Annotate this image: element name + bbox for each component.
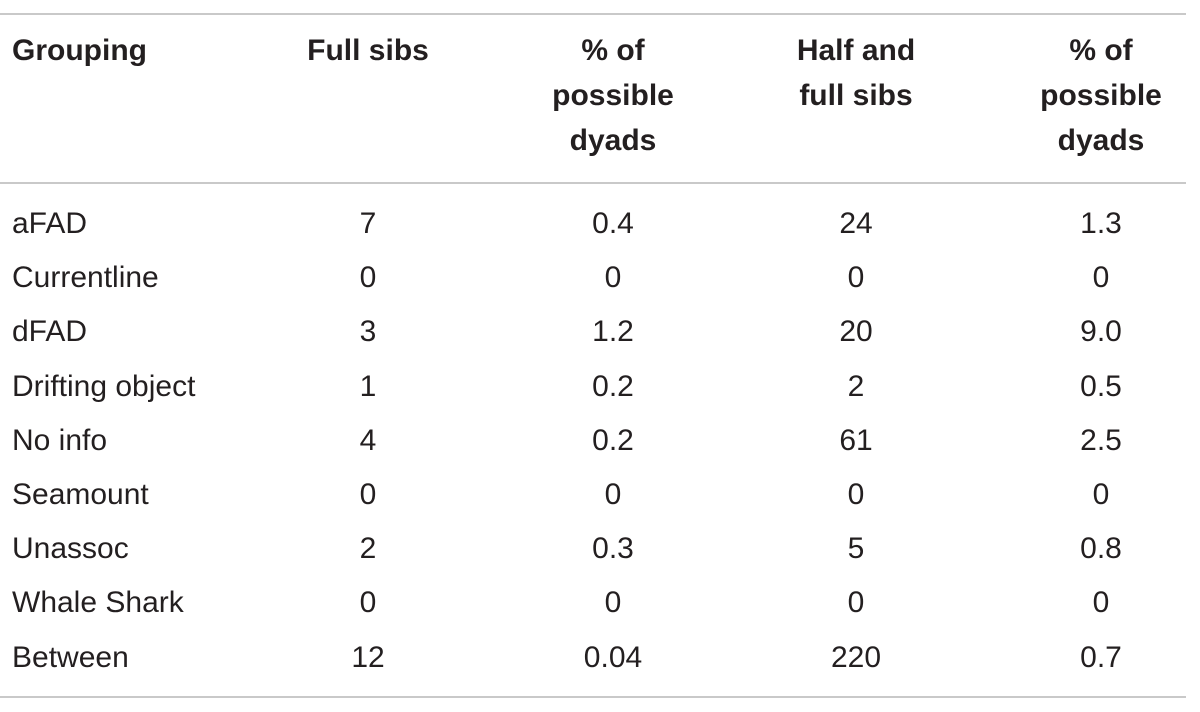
cell-full-sibs: 4	[359, 423, 377, 457]
table-row: Between 12 0.04 220 0.7	[0, 632, 1186, 686]
table-row: No info 4 0.2 61 2.5	[0, 415, 1186, 469]
cell-grouping: Seamount	[12, 477, 149, 511]
cell-full-sibs: 7	[359, 207, 377, 240]
cell-full-sibs: 2	[359, 532, 377, 566]
cell-grouping: aFAD	[12, 207, 88, 240]
cell-grouping: dFAD	[12, 315, 88, 349]
cell-pct-half-and-full-sibs: 1.3	[1080, 207, 1122, 240]
table-header-rule	[0, 182, 1186, 184]
cell-full-sibs: 0	[359, 261, 377, 295]
cell-half-and-full-sibs: 0	[847, 586, 865, 620]
cell-pct-half-and-full-sibs: 0.5	[1080, 369, 1122, 403]
cell-pct-half-and-full-sibs: 0	[1092, 477, 1110, 511]
cell-grouping: No info	[12, 423, 108, 457]
cell-pct-full-sibs: 0.2	[592, 423, 634, 457]
table-body: aFAD 7 0.4 24 1.3 Currentline 0 0 0 0 dF…	[0, 198, 1186, 686]
cell-pct-full-sibs: 0.4	[592, 207, 634, 240]
cell-half-and-full-sibs: 0	[847, 477, 865, 511]
cell-pct-half-and-full-sibs: 0.8	[1080, 532, 1122, 566]
table-row: Currentline 0 0 0 0	[0, 252, 1186, 306]
cell-full-sibs: 3	[359, 315, 377, 349]
cell-pct-full-sibs: 0	[604, 477, 622, 511]
header-pct-full-sibs: % of possible dyads	[552, 34, 674, 157]
table-row: Unassoc 2 0.3 5 0.8	[0, 523, 1186, 577]
cell-pct-half-and-full-sibs: 9.0	[1080, 315, 1122, 349]
header-full-sibs: Full sibs	[307, 34, 429, 67]
table-row: aFAD 7 0.4 24 1.3	[0, 198, 1186, 252]
cell-half-and-full-sibs: 5	[847, 532, 865, 566]
cell-half-and-full-sibs: 220	[830, 640, 882, 674]
table-row: Seamount 0 0 0 0	[0, 469, 1186, 523]
table-bottom-rule	[0, 696, 1186, 698]
cell-pct-half-and-full-sibs: 0.7	[1080, 640, 1122, 674]
header-half-and-full-sibs: Half and full sibs	[796, 34, 916, 112]
cell-full-sibs: 1	[359, 369, 377, 403]
cell-half-and-full-sibs: 61	[839, 423, 873, 457]
cell-pct-full-sibs: 0	[604, 586, 622, 620]
cell-full-sibs: 0	[359, 477, 377, 511]
cell-pct-full-sibs: 0	[604, 261, 622, 295]
cell-half-and-full-sibs: 20	[839, 315, 873, 349]
cell-pct-half-and-full-sibs: 0	[1092, 586, 1110, 620]
cell-half-and-full-sibs: 2	[847, 369, 865, 403]
cell-half-and-full-sibs: 0	[847, 261, 865, 295]
cell-pct-full-sibs: 1.2	[592, 315, 634, 349]
table-row: Drifting object 1 0.2 2 0.5	[0, 361, 1186, 415]
cell-half-and-full-sibs: 24	[839, 207, 873, 240]
cell-pct-half-and-full-sibs: 2.5	[1080, 423, 1122, 457]
table-top-rule	[0, 13, 1186, 15]
cell-pct-full-sibs: 0.04	[583, 640, 643, 674]
cell-grouping: Currentline	[12, 261, 159, 295]
header-grouping: Grouping	[12, 34, 147, 67]
cell-grouping: Drifting object	[12, 369, 196, 403]
table-row: Whale Shark 0 0 0 0	[0, 577, 1186, 631]
cell-grouping: Unassoc	[12, 532, 129, 566]
cell-grouping: Whale Shark	[12, 586, 184, 620]
table-header-row: Grouping Full sibs % of possible dyads H…	[0, 28, 1186, 168]
cell-full-sibs: 12	[351, 640, 385, 674]
table-row: dFAD 3 1.2 20 9.0	[0, 306, 1186, 360]
cell-grouping: Between	[12, 640, 129, 674]
cell-pct-full-sibs: 0.3	[592, 532, 634, 566]
cell-pct-full-sibs: 0.2	[592, 369, 634, 403]
cell-pct-half-and-full-sibs: 0	[1092, 261, 1110, 295]
cell-full-sibs: 0	[359, 586, 377, 620]
header-pct-half-and-full-sibs: % of possible dyads	[1040, 34, 1162, 157]
